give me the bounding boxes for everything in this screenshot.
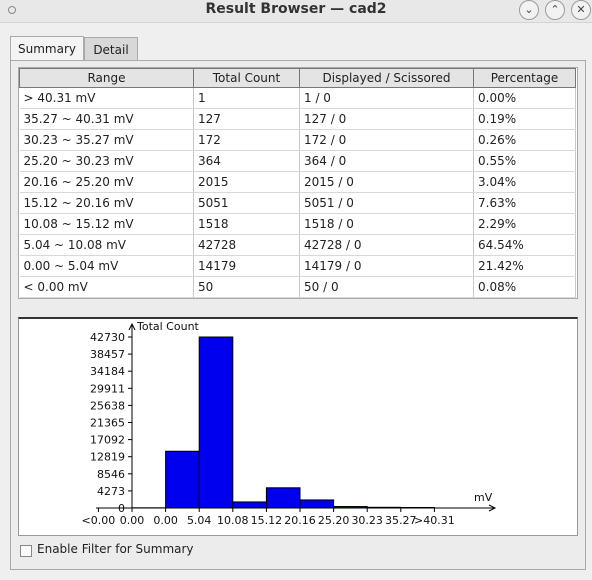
y-tick-label: 17092 <box>90 434 125 447</box>
y-tick-label: 42730 <box>90 331 125 344</box>
title-bar: Result Browser — cad2 ⌄ ⌃ ✕ <box>0 0 592 23</box>
y-tick-label: 4273 <box>97 485 125 498</box>
cell-total-count: 364 <box>193 150 300 172</box>
x-tick-label: 0.00 <box>153 514 178 527</box>
histogram-chart: 42730 38457 34184 29911 25638 21365 17092 12819… <box>18 317 578 536</box>
cell-percentage: 2.29% <box>473 213 576 235</box>
y-tick-label: 8546 <box>97 468 125 481</box>
y-axis-arrow-icon <box>128 322 136 331</box>
cell-total-count: 1 <box>193 87 300 109</box>
x-axis-title: mV <box>474 491 493 504</box>
cell-percentage: 7.63% <box>473 192 576 214</box>
cell-range: > 40.31 mV <box>19 87 194 109</box>
cell-range: 5.04 ~ 10.08 mV <box>19 234 194 256</box>
y-tick-label: 34184 <box>90 365 125 378</box>
cell-percentage: 21.42% <box>473 255 576 277</box>
y-axis-title: Total Count <box>136 320 200 333</box>
cell-percentage: 0.19% <box>473 108 576 130</box>
table-row[interactable]: 25.20 ~ 30.23 mV 364 364 / 0 0.55% <box>19 150 576 172</box>
y-tick-label: 25638 <box>90 399 125 412</box>
column-header-total-count[interactable]: Total Count <box>193 68 300 88</box>
x-tick-label: 25.20 <box>318 514 350 527</box>
x-tick-label: 0.00 <box>120 514 145 527</box>
cell-total-count: 127 <box>193 108 300 130</box>
x-tick-label: 10.08 <box>217 514 249 527</box>
cell-displayed-scissored: 50 / 0 <box>299 276 474 298</box>
cell-percentage: 0.26% <box>473 129 576 151</box>
summary-panel: Range Total Count Displayed / Scissored … <box>10 60 586 570</box>
x-tick-label: 15.12 <box>251 514 283 527</box>
histogram-bar <box>198 336 234 509</box>
column-header-percentage[interactable]: Percentage <box>473 68 576 88</box>
cell-displayed-scissored: 42728 / 0 <box>299 234 474 256</box>
cell-range: 20.16 ~ 25.20 mV <box>19 171 194 193</box>
x-tick-label: >40.31 <box>414 514 455 527</box>
cell-total-count: 1518 <box>193 213 300 235</box>
cell-total-count: 172 <box>193 129 300 151</box>
cell-displayed-scissored: 127 / 0 <box>299 108 474 130</box>
histogram-bar <box>232 501 267 509</box>
cell-range: 25.20 ~ 30.23 mV <box>19 150 194 172</box>
table-row[interactable]: 30.23 ~ 35.27 mV 172 172 / 0 0.26% <box>19 129 576 151</box>
cell-percentage: 64.54% <box>473 234 576 256</box>
table-row[interactable]: 20.16 ~ 25.20 mV 2015 2015 / 0 3.04% <box>19 171 576 193</box>
cell-percentage: 0.55% <box>473 150 576 172</box>
cell-percentage: 0.00% <box>473 87 576 109</box>
cell-total-count: 14179 <box>193 255 300 277</box>
table-row[interactable]: < 0.00 mV 50 50 / 0 0.08% <box>19 276 576 298</box>
tab-detail[interactable]: Detail <box>84 37 138 62</box>
histogram-bar <box>299 499 335 509</box>
filter-checkbox[interactable] <box>20 545 32 557</box>
cell-total-count: 50 <box>193 276 300 298</box>
cell-total-count: 42728 <box>193 234 300 256</box>
table-row[interactable]: 0.00 ~ 5.04 mV 14179 14179 / 0 21.42% <box>19 255 576 277</box>
cell-total-count: 2015 <box>193 171 300 193</box>
cell-range: 15.12 ~ 20.16 mV <box>19 192 194 214</box>
x-tick-label: 5.04 <box>187 514 212 527</box>
cell-range: 35.27 ~ 40.31 mV <box>19 108 194 130</box>
histogram-bar <box>265 487 301 509</box>
cell-displayed-scissored: 5051 / 0 <box>299 192 474 214</box>
x-tick-label: 35.27 <box>385 514 417 527</box>
histogram-bar <box>165 450 200 509</box>
tab-summary[interactable]: Summary <box>10 36 84 63</box>
chevron-up-icon[interactable]: ⌃ <box>545 0 565 20</box>
table-row[interactable]: 10.08 ~ 15.12 mV 1518 1518 / 0 2.29% <box>19 213 576 235</box>
y-tick-label: 21365 <box>90 417 125 430</box>
y-tick-label: 29911 <box>90 382 125 395</box>
x-tick-label: <0.00 <box>82 514 116 527</box>
column-header-displayed-scissored[interactable]: Displayed / Scissored <box>299 68 474 88</box>
cell-displayed-scissored: 364 / 0 <box>299 150 474 172</box>
window-title: Result Browser — cad2 <box>205 1 387 17</box>
x-tick-label: 20.16 <box>284 514 316 527</box>
cell-displayed-scissored: 172 / 0 <box>299 129 474 151</box>
cell-total-count: 5051 <box>193 192 300 214</box>
cell-percentage: 0.08% <box>473 276 576 298</box>
y-tick-label: 12819 <box>90 451 125 464</box>
table-row[interactable]: 35.27 ~ 40.31 mV 127 127 / 0 0.19% <box>19 108 576 130</box>
table-row[interactable]: > 40.31 mV 1 1 / 0 0.00% <box>19 87 576 109</box>
cell-range: 0.00 ~ 5.04 mV <box>19 255 194 277</box>
table-row[interactable]: 15.12 ~ 20.16 mV 5051 5051 / 0 7.63% <box>19 192 576 214</box>
table-row[interactable]: 5.04 ~ 10.08 mV 42728 42728 / 0 64.54% <box>19 234 576 256</box>
column-header-range[interactable]: Range <box>19 68 194 88</box>
cell-displayed-scissored: 1 / 0 <box>299 87 474 109</box>
window-menu-icon[interactable] <box>8 6 16 14</box>
y-tick-label: 38457 <box>90 348 125 361</box>
cell-percentage: 3.04% <box>473 171 576 193</box>
cell-range: < 0.00 mV <box>19 276 194 298</box>
cell-displayed-scissored: 2015 / 0 <box>299 171 474 193</box>
cell-displayed-scissored: 14179 / 0 <box>299 255 474 277</box>
cell-displayed-scissored: 1518 / 0 <box>299 213 474 235</box>
histogram-svg: 42730 38457 34184 29911 25638 21365 17092 12819… <box>82 320 497 527</box>
results-table: Range Total Count Displayed / Scissored … <box>18 67 578 299</box>
cell-range: 10.08 ~ 15.12 mV <box>19 213 194 235</box>
filter-label[interactable]: Enable Filter for Summary <box>37 542 194 556</box>
x-tick-label: 30.23 <box>351 514 383 527</box>
cell-range: 30.23 ~ 35.27 mV <box>19 129 194 151</box>
chevron-down-icon[interactable]: ⌄ <box>519 0 539 20</box>
close-icon[interactable]: ✕ <box>571 0 591 20</box>
x-axis-arrow-icon <box>488 504 497 512</box>
